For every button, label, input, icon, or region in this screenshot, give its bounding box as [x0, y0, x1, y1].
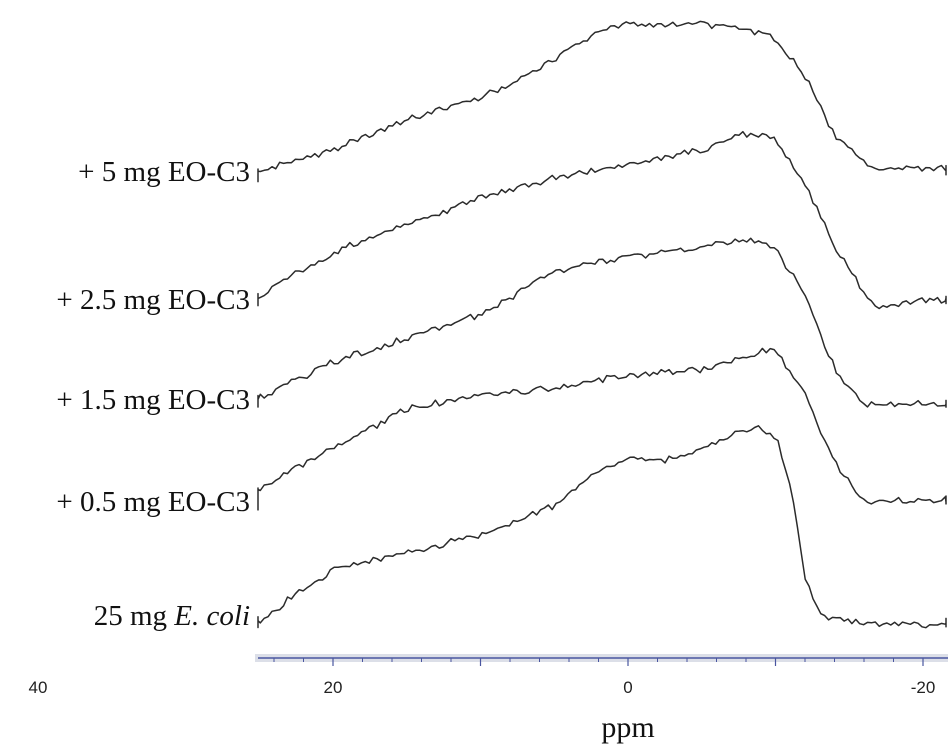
spectrum-ecoli-line	[257, 425, 947, 629]
series-label-text: + 5 mg EO-C3	[78, 156, 250, 188]
series-label-1-5mg: + 1.5 mg EO-C3	[56, 386, 250, 415]
series-label-main: 25 mg	[93, 600, 175, 632]
series-label-text: + 2.5 mg EO-C3	[56, 284, 250, 316]
spectra-group	[257, 20, 947, 629]
spectrum-5mg-line	[257, 20, 947, 183]
series-label-text: + 0.5 mg EO-C3	[56, 486, 250, 518]
spectrum-0-5mg-line	[257, 347, 947, 511]
series-label-text: + 1.5 mg EO-C3	[56, 384, 250, 416]
series-label-5mg: + 5 mg EO-C3	[78, 158, 250, 187]
spectrum-2-5mg-line	[257, 130, 947, 310]
series-label-2-5mg: + 2.5 mg EO-C3	[56, 286, 250, 315]
x-axis-major-ticks	[332, 658, 924, 666]
x-tick-label: -20	[911, 678, 936, 697]
x-axis-title: ppm	[601, 711, 654, 744]
x-tick-label: 40	[29, 678, 48, 697]
series-label-ecoli: 25 mg E. coli	[94, 602, 250, 631]
x-tick-label: 20	[324, 678, 343, 697]
series-label-italic: E. coli	[174, 600, 250, 632]
series-label-0-5mg: + 0.5 mg EO-C3	[56, 488, 250, 517]
x-tick-label: 0	[623, 678, 632, 697]
spectrum-1-5mg-line	[257, 237, 947, 408]
